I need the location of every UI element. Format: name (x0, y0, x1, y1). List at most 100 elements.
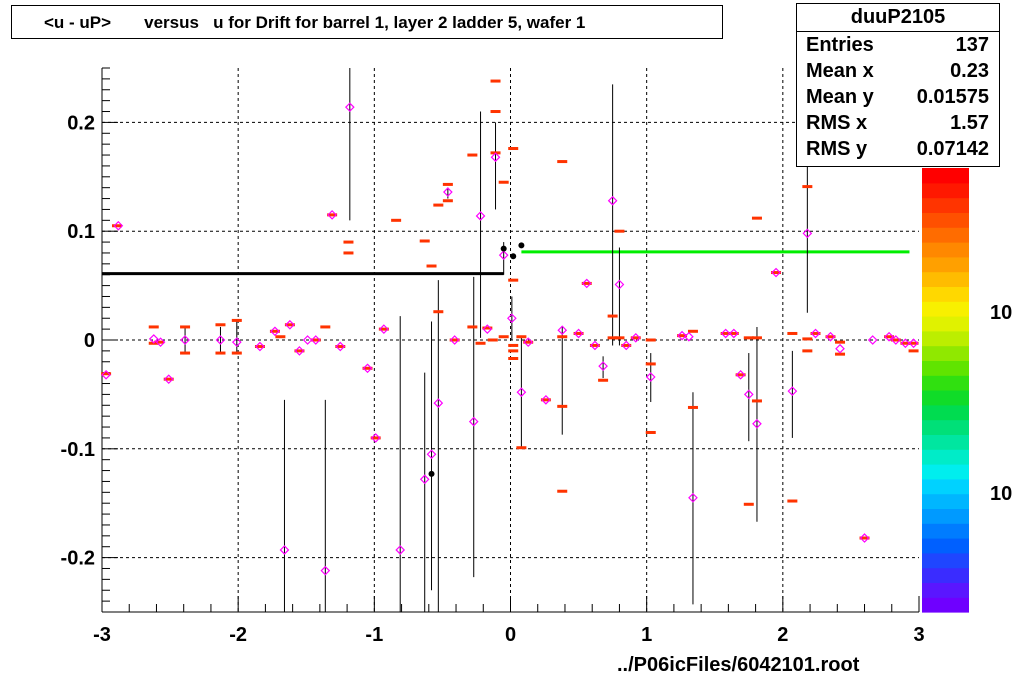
mean-marker (573, 331, 584, 335)
profile-point (279, 545, 290, 555)
mean-marker (787, 331, 798, 335)
grid (102, 68, 919, 612)
profile-point (468, 416, 479, 427)
profile-point (101, 369, 111, 380)
mean-marker (687, 405, 698, 409)
stats-row-rms-y: RMS y 0.07142 (797, 136, 999, 162)
mean-marker (449, 338, 460, 342)
mean-marker (728, 331, 739, 335)
mean-marker (269, 329, 280, 333)
y-tick-label: -0.1 (61, 439, 95, 461)
mean-marker (508, 349, 519, 353)
mean-marker (442, 199, 453, 203)
mean-marker (498, 335, 509, 339)
stats-row-entries: Entries 137 (797, 32, 999, 58)
mean-marker (490, 110, 501, 114)
profile-point (490, 152, 501, 163)
mean-marker (310, 338, 321, 342)
stats-name: duuP2105 (797, 4, 999, 32)
stats-box: duuP2105 Entries 137 Mean x 0.23 Mean y … (796, 3, 1000, 167)
chart-title: <u - uP> versus u for Drift for barrel 1… (11, 5, 723, 39)
mean-marker (751, 336, 762, 340)
mean-marker (614, 229, 625, 233)
fit-point (500, 245, 507, 252)
stats-label: Mean y (806, 86, 874, 108)
profile-point (743, 389, 754, 400)
mean-marker (771, 271, 782, 275)
mean-marker (254, 345, 265, 349)
stats-value: 1.57 (950, 112, 989, 134)
mean-marker (148, 325, 159, 329)
mean-marker (557, 404, 568, 408)
mean-marker (508, 356, 519, 360)
mean-marker (802, 337, 813, 341)
colorbar-segment (922, 375, 969, 391)
colorbar-segment (922, 552, 969, 569)
profile-point (787, 386, 798, 396)
stats-value: 0.01575 (916, 86, 989, 108)
colorbar-segment (922, 316, 969, 332)
profile-point (752, 418, 762, 429)
mean-marker (498, 180, 509, 184)
profile-point (598, 361, 608, 371)
mean-marker (362, 366, 373, 370)
mean-marker (391, 218, 402, 222)
profile-point (891, 335, 901, 345)
colorbar-segment (922, 330, 969, 347)
profile-point (302, 335, 313, 345)
mean-marker (523, 340, 534, 344)
mean-marker (467, 153, 478, 157)
colorbar-segment (922, 390, 969, 406)
profile-point (825, 331, 836, 342)
mean-marker (908, 341, 919, 345)
profile-point (344, 102, 355, 113)
profile-point (163, 374, 174, 385)
mean-marker (751, 216, 762, 220)
colorbar-segment (922, 434, 969, 450)
profile-point (475, 211, 486, 221)
mean-marker (275, 335, 286, 339)
mean-marker (645, 338, 656, 342)
mean-marker (215, 351, 226, 355)
colorbar-segment (922, 464, 969, 480)
mean-marker (343, 251, 354, 255)
y-tick-label: 0 (84, 330, 95, 352)
profile-point (335, 341, 346, 352)
colorbar-segment (922, 523, 969, 539)
profile-point (310, 335, 321, 345)
colorbar-segment (922, 478, 969, 495)
colorbar-segment (922, 597, 969, 613)
profile-point (482, 324, 493, 334)
profile-point (728, 328, 739, 339)
mean-marker (490, 79, 501, 83)
profile-point (810, 328, 821, 339)
profile-point (908, 338, 919, 349)
colorbar-segment (922, 286, 969, 302)
profile-point (684, 331, 694, 342)
mean-marker (508, 147, 519, 151)
profile-point (231, 337, 242, 348)
mean-marker (231, 318, 242, 322)
stats-label: Entries (806, 34, 874, 56)
mean-marker (294, 349, 305, 353)
stats-row-rms-x: RMS x 1.57 (797, 110, 999, 136)
mean-marker (825, 335, 836, 339)
mean-marker (163, 377, 174, 381)
mean-marker (378, 327, 389, 331)
colorbar-segment (922, 360, 969, 376)
stats-label: RMS y (806, 138, 868, 160)
colorbar-segment (922, 508, 969, 524)
profile-point (370, 433, 381, 443)
profile-point (215, 335, 226, 345)
mean-marker (433, 310, 444, 314)
profile-point (516, 387, 527, 398)
colorbar-label-lower: 10 (990, 483, 1012, 505)
profile-point (270, 326, 280, 337)
mean-marker (677, 334, 688, 338)
x-tick-label: 3 (913, 624, 924, 646)
mean-marker (835, 352, 846, 356)
mean-marker (482, 326, 493, 330)
profile-point (433, 398, 444, 408)
colorbar-segment (922, 567, 969, 583)
fit-point (518, 242, 525, 249)
